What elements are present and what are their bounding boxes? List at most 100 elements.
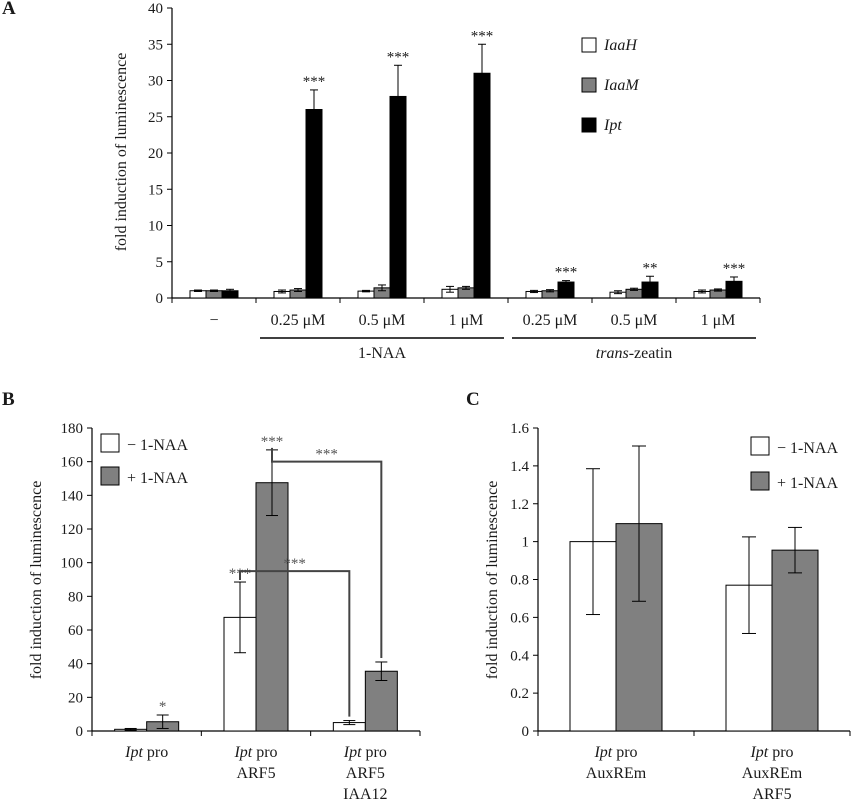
bar xyxy=(473,72,491,299)
x-tick-label: ARF5 xyxy=(752,786,791,800)
y-tick-label: 140 xyxy=(61,488,84,504)
legend-label: Ipt xyxy=(603,117,622,134)
group-label-part: -zeatin xyxy=(629,345,673,362)
significance-label: *** xyxy=(303,74,326,90)
x-tick-label-part: IAA12 xyxy=(343,786,387,800)
legend-swatch xyxy=(100,433,120,453)
legend-swatch xyxy=(581,37,597,53)
legend-label: + 1-NAA xyxy=(777,475,838,492)
y-tick-label: 1.6 xyxy=(510,421,529,437)
x-tick-label-part: pro xyxy=(252,744,277,761)
x-tick-label: 0.25 μM xyxy=(271,312,326,329)
significance-bracket xyxy=(271,447,383,658)
x-tick-label: ARF5 xyxy=(236,765,275,782)
chart-c: 0 0.2 0.4 0.6 0.8 1 1.2 1.4 1.6 Ipt pro AuxREm Ipt … xyxy=(510,421,851,800)
significance-label: *** xyxy=(471,28,494,44)
y-tick-label: 1.4 xyxy=(510,459,529,475)
chart-b-ylabel: fold induction of luminescence xyxy=(28,481,45,680)
x-tick-label: Ipt pro xyxy=(233,744,277,761)
y-tick-label: 35 xyxy=(148,37,163,53)
y-tick-label: 40 xyxy=(68,657,83,673)
x-tick-label: AuxREm xyxy=(586,765,647,782)
x-tick-label-part: ARF5 xyxy=(752,786,791,800)
x-tick-label: 1 μM xyxy=(701,312,736,329)
y-tick-label: 100 xyxy=(61,556,84,572)
significance-bracket xyxy=(239,570,351,717)
significance-label: *** xyxy=(555,265,578,281)
x-tick-label-part: Ipt xyxy=(124,744,143,761)
y-tick-label: 20 xyxy=(148,146,163,162)
group-label-part: trans xyxy=(596,345,629,362)
y-tick-label: 0.8 xyxy=(510,573,529,589)
bar xyxy=(255,482,289,732)
significance-label: *** xyxy=(723,261,746,277)
bar xyxy=(557,281,575,299)
x-tick-label: Ipt pro xyxy=(749,744,793,761)
y-tick-label: 15 xyxy=(148,182,163,198)
x-tick-label-part: Ipt xyxy=(233,744,252,761)
legend-swatch xyxy=(750,471,770,491)
legend-label: + 1-NAA xyxy=(127,470,188,487)
y-tick-label: 0 xyxy=(76,724,84,740)
panel-label-c: C xyxy=(466,389,480,410)
x-tick-label: Ipt pro xyxy=(343,744,387,761)
y-tick-label: 20 xyxy=(68,690,83,706)
y-tick-label: 5 xyxy=(156,255,164,271)
x-tick-label-part: AuxREm xyxy=(586,765,647,782)
significance-label: ** xyxy=(643,260,658,276)
x-tick-label-part: ARF5 xyxy=(346,765,385,782)
y-tick-label: 160 xyxy=(61,455,84,471)
chart-a-ylabel: fold induction of luminescence xyxy=(113,53,130,252)
x-tick-label-part: pro xyxy=(612,744,637,761)
y-tick-label: 0 xyxy=(522,724,530,740)
x-tick-label: IAA12 xyxy=(343,786,387,800)
y-tick-label: 10 xyxy=(148,219,163,235)
y-tick-label: 120 xyxy=(61,522,84,538)
bracket-label: *** xyxy=(283,556,306,572)
x-tick-label: Ipt pro xyxy=(124,744,168,761)
x-tick-label: 1 μM xyxy=(449,312,484,329)
bar xyxy=(771,549,819,732)
legend-swatch xyxy=(100,466,120,486)
bracket-label: *** xyxy=(315,447,338,463)
x-tick-label: AuxREm xyxy=(742,765,803,782)
group-label: trans-zeatin xyxy=(596,345,672,362)
x-tick-label-part: AuxREm xyxy=(742,765,803,782)
y-tick-label: 180 xyxy=(61,421,84,437)
x-tick-label: Ipt pro xyxy=(593,744,637,761)
group-label: 1-NAA xyxy=(358,345,406,362)
y-tick-label: 0 xyxy=(156,291,164,307)
legend-swatch xyxy=(581,77,597,93)
legend-swatch xyxy=(581,117,597,133)
x-tick-label: − xyxy=(209,312,218,329)
y-tick-label: 0.4 xyxy=(510,648,529,664)
legend-label: IaaH xyxy=(603,37,638,54)
x-tick-label-part: ARF5 xyxy=(236,765,275,782)
significance-label: *** xyxy=(387,49,410,65)
x-tick-label: ARF5 xyxy=(346,765,385,782)
y-tick-label: 1.2 xyxy=(510,497,529,513)
bar xyxy=(364,670,398,732)
x-tick-label: 0.5 μM xyxy=(611,312,658,329)
x-tick-label: 0.25 μM xyxy=(523,312,578,329)
y-tick-label: 60 xyxy=(68,623,83,639)
x-tick-label-part: pro xyxy=(768,744,793,761)
y-tick-label: 30 xyxy=(148,74,163,90)
legend-label: IaaM xyxy=(603,77,640,94)
x-tick-label-part: Ipt xyxy=(343,744,362,761)
x-tick-label-part: Ipt xyxy=(749,744,768,761)
y-tick-label: 0.2 xyxy=(510,686,529,702)
group-label-part: 1-NAA xyxy=(358,345,406,362)
x-tick-label-part: pro xyxy=(362,744,387,761)
x-tick-label-part: pro xyxy=(143,744,168,761)
y-tick-label: 1 xyxy=(522,535,530,551)
y-tick-label: 80 xyxy=(68,589,83,605)
legend-label: − 1-NAA xyxy=(127,437,188,454)
legend-label: − 1-NAA xyxy=(777,440,838,457)
x-tick-label: 0.5 μM xyxy=(359,312,406,329)
bar xyxy=(305,109,323,299)
chart-c-ylabel: fold induction of luminescence xyxy=(484,481,501,680)
